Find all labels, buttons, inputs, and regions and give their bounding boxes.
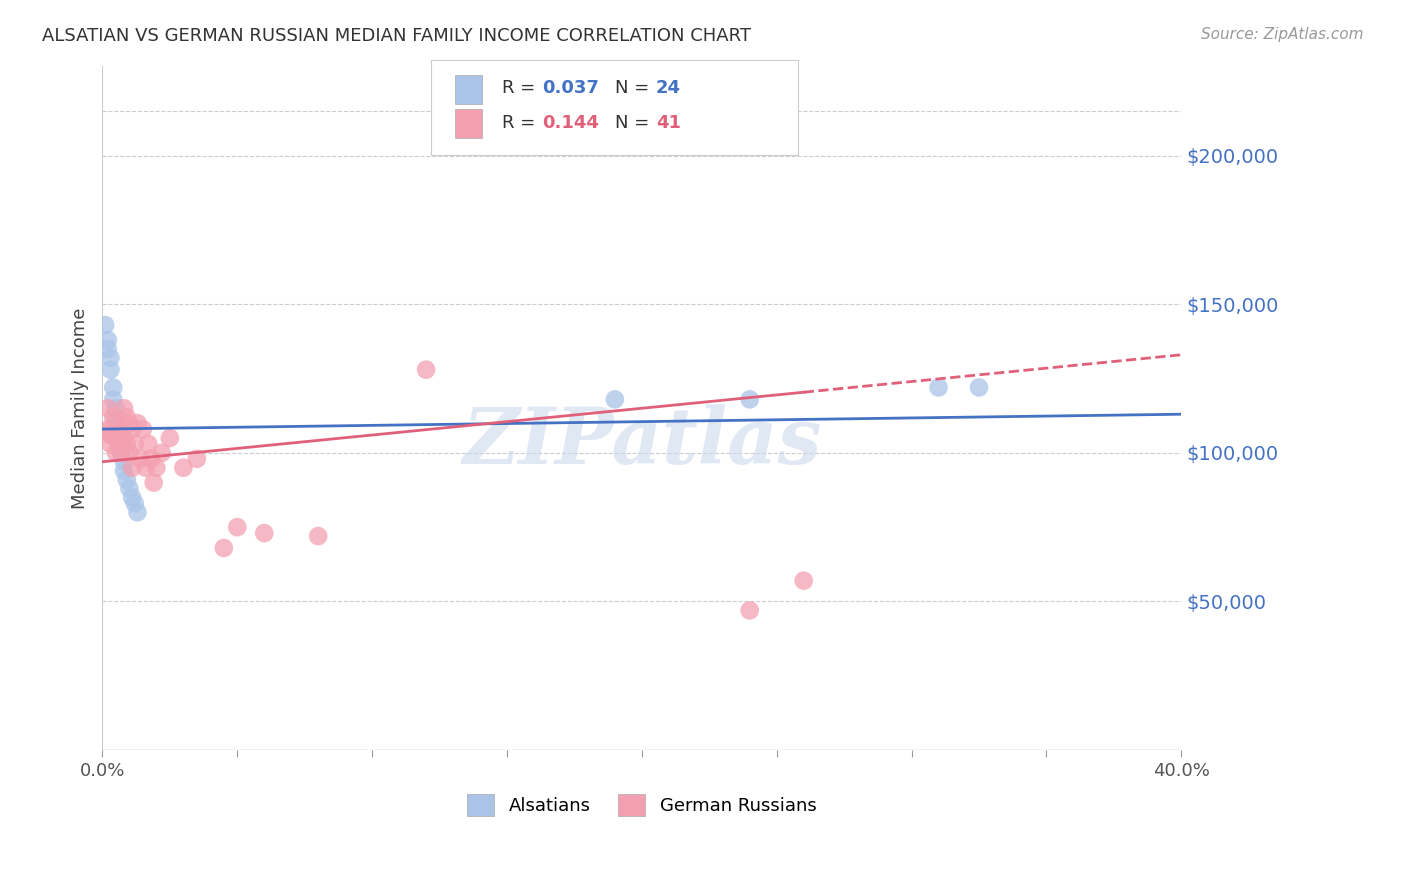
Point bbox=[115, 437, 138, 451]
Point bbox=[110, 437, 132, 451]
Point bbox=[127, 505, 149, 519]
Point bbox=[100, 351, 122, 365]
Point bbox=[136, 437, 159, 451]
Text: 0.037: 0.037 bbox=[543, 79, 599, 97]
Point bbox=[124, 496, 146, 510]
Text: ZIPatlas: ZIPatlas bbox=[463, 404, 821, 481]
Point bbox=[253, 526, 276, 541]
Point bbox=[115, 410, 138, 425]
Point bbox=[97, 342, 120, 356]
Point bbox=[110, 446, 132, 460]
Text: Source: ZipAtlas.com: Source: ZipAtlas.com bbox=[1201, 27, 1364, 42]
Point bbox=[110, 422, 132, 436]
Point bbox=[100, 362, 122, 376]
Point bbox=[107, 416, 129, 430]
Point bbox=[118, 446, 141, 460]
Point bbox=[103, 392, 125, 407]
Point bbox=[121, 491, 143, 505]
Point bbox=[121, 422, 143, 436]
Legend: Alsatians, German Russians: Alsatians, German Russians bbox=[460, 787, 824, 823]
Point bbox=[104, 401, 127, 416]
Point bbox=[97, 422, 120, 436]
Point bbox=[97, 333, 120, 347]
Point bbox=[107, 437, 129, 451]
Point bbox=[127, 416, 149, 430]
Point bbox=[121, 460, 143, 475]
Text: N =: N = bbox=[614, 113, 650, 131]
Point bbox=[103, 380, 125, 394]
Point bbox=[112, 455, 135, 469]
Point bbox=[94, 425, 117, 439]
Point bbox=[172, 460, 194, 475]
Point bbox=[103, 425, 125, 439]
Point bbox=[112, 431, 135, 445]
Point bbox=[793, 574, 815, 588]
Point bbox=[124, 437, 146, 451]
Text: 24: 24 bbox=[655, 79, 681, 97]
Point bbox=[110, 446, 132, 460]
Point bbox=[129, 451, 152, 466]
Point bbox=[104, 431, 127, 445]
Point bbox=[145, 460, 167, 475]
Text: 41: 41 bbox=[655, 113, 681, 131]
Point bbox=[135, 460, 157, 475]
Point bbox=[104, 413, 127, 427]
Text: R =: R = bbox=[502, 113, 534, 131]
Point bbox=[103, 410, 125, 425]
Point bbox=[150, 446, 173, 460]
Point bbox=[603, 392, 626, 407]
Point bbox=[118, 416, 141, 430]
Text: ALSATIAN VS GERMAN RUSSIAN MEDIAN FAMILY INCOME CORRELATION CHART: ALSATIAN VS GERMAN RUSSIAN MEDIAN FAMILY… bbox=[42, 27, 751, 45]
Point bbox=[212, 541, 235, 555]
FancyBboxPatch shape bbox=[456, 109, 482, 138]
Point bbox=[738, 392, 761, 407]
Point bbox=[94, 318, 117, 332]
Point bbox=[159, 431, 181, 445]
FancyBboxPatch shape bbox=[456, 75, 482, 104]
Point bbox=[107, 431, 129, 445]
Text: 0.144: 0.144 bbox=[543, 113, 599, 131]
Point bbox=[139, 451, 162, 466]
Point bbox=[928, 380, 950, 394]
Point bbox=[738, 603, 761, 617]
Y-axis label: Median Family Income: Median Family Income bbox=[72, 308, 89, 509]
Point bbox=[307, 529, 329, 543]
Point bbox=[226, 520, 249, 534]
Point bbox=[967, 380, 990, 394]
Point bbox=[112, 401, 135, 416]
Point bbox=[118, 482, 141, 496]
Point bbox=[100, 428, 122, 442]
Point bbox=[100, 437, 122, 451]
Point bbox=[132, 422, 155, 436]
Text: N =: N = bbox=[614, 79, 650, 97]
Point bbox=[97, 401, 120, 416]
Point bbox=[107, 422, 129, 436]
Point bbox=[142, 475, 165, 490]
Text: R =: R = bbox=[502, 79, 534, 97]
Point bbox=[415, 362, 437, 376]
Point bbox=[112, 464, 135, 478]
Point bbox=[186, 451, 208, 466]
Point bbox=[104, 446, 127, 460]
Point bbox=[115, 473, 138, 487]
FancyBboxPatch shape bbox=[432, 60, 799, 155]
